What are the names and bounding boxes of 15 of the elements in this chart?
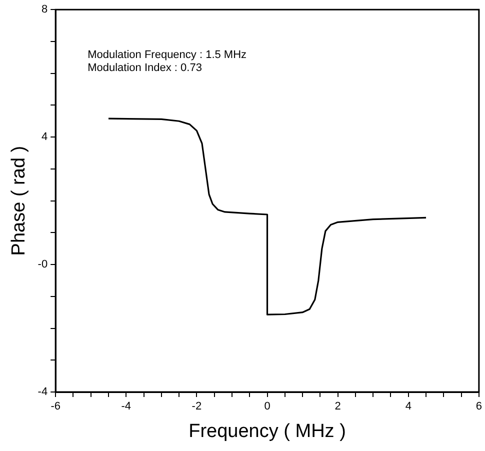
x-tick-label: -2 (192, 400, 202, 413)
y-tick-label: 4 (41, 131, 48, 144)
y-tick-label: 8 (41, 4, 48, 16)
y-axis-title: Phase ( rad ) (8, 146, 30, 256)
x-tick-label: 4 (405, 400, 412, 413)
y-tick-label: -0 (38, 258, 48, 271)
x-tick-label: -6 (50, 400, 60, 413)
annotation: Modulation Frequency : 1.5 MHz (88, 49, 247, 62)
x-tick-label: 2 (334, 400, 341, 413)
y-tick-label: -4 (38, 386, 48, 398)
x-tick-label: 0 (264, 400, 270, 413)
x-tick-label: 6 (476, 400, 482, 413)
x-axis-title: Frequency ( MHz ) (188, 420, 346, 442)
x-tick-label: -4 (121, 400, 132, 413)
annotation: Modulation Index : 0.73 (88, 62, 202, 74)
